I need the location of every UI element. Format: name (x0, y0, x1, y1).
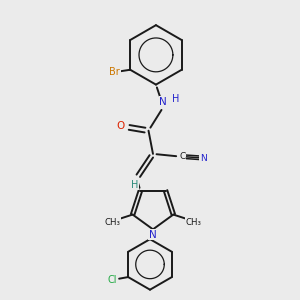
Text: Cl: Cl (107, 275, 116, 285)
Text: C: C (179, 152, 185, 161)
Text: CH₃: CH₃ (185, 218, 201, 226)
Text: N: N (160, 97, 167, 106)
Text: CH₃: CH₃ (105, 218, 121, 226)
Text: H: H (130, 180, 138, 190)
Text: N: N (149, 230, 157, 240)
Text: O: O (116, 121, 124, 131)
Text: Br: Br (110, 67, 120, 77)
Text: N: N (200, 154, 207, 163)
Text: H: H (172, 94, 179, 103)
